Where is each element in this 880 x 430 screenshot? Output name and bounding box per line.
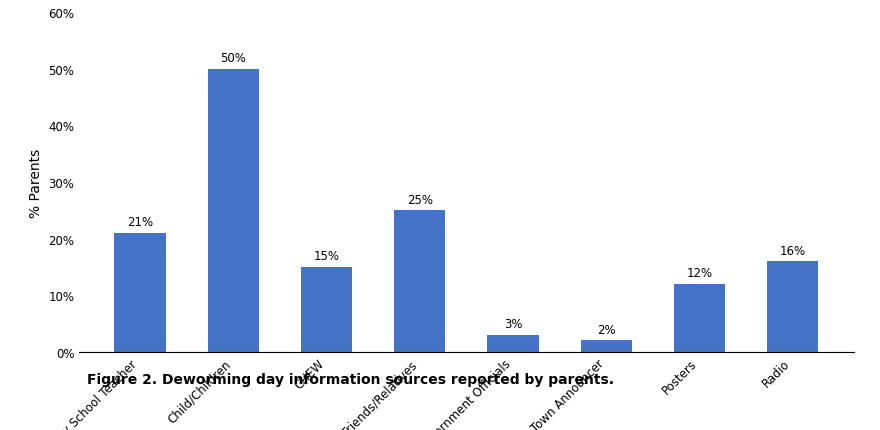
Text: 25%: 25% (407, 193, 433, 206)
Bar (488, 335, 539, 352)
Text: 16%: 16% (780, 244, 806, 257)
Text: 3%: 3% (503, 318, 522, 331)
Text: Figure 2. Deworming day information sources reported by parents.: Figure 2. Deworming day information sour… (87, 372, 614, 386)
Text: 12%: 12% (686, 267, 713, 280)
Y-axis label: % Parents: % Parents (29, 148, 43, 217)
Text: 15%: 15% (313, 250, 340, 263)
Text: 2%: 2% (597, 323, 616, 336)
Bar (767, 261, 818, 352)
Text: 50%: 50% (220, 52, 246, 65)
Bar (208, 69, 259, 352)
Bar (114, 233, 165, 352)
Bar (394, 211, 445, 352)
Bar (301, 267, 352, 352)
Bar (581, 341, 632, 352)
Text: 21%: 21% (127, 216, 153, 229)
Bar (674, 284, 725, 352)
